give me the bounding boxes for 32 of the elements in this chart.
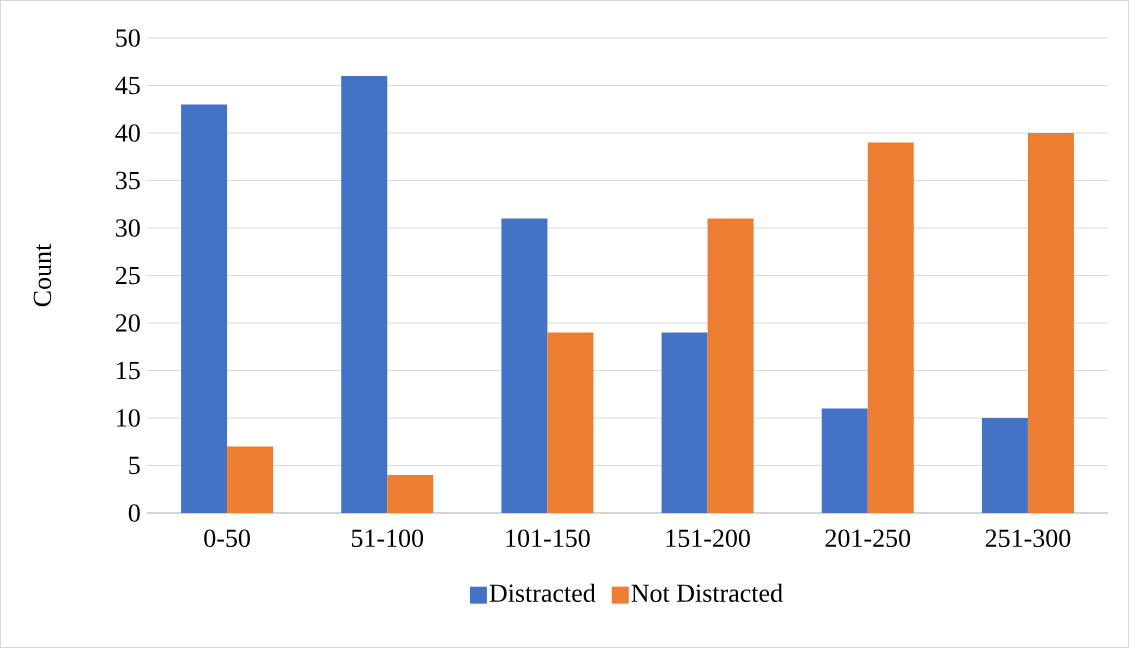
- bar: [501, 218, 548, 513]
- legend-label: Distracted: [489, 583, 596, 602]
- bar: [867, 142, 914, 513]
- bar: [387, 475, 434, 513]
- bar: [547, 332, 594, 513]
- y-tick-label: 20: [115, 314, 140, 332]
- x-tick-label: 51-100: [351, 529, 424, 548]
- y-tick-label: 5: [129, 456, 140, 475]
- bar: [1027, 133, 1074, 513]
- x-tick-label: 251-300: [985, 529, 1071, 548]
- bar: [981, 418, 1028, 513]
- y-tick-label: 40: [115, 124, 140, 142]
- y-tick-label: 10: [117, 409, 140, 427]
- bar: [227, 446, 274, 513]
- y-tick-label: 15: [117, 361, 140, 380]
- y-tick-label: 25: [115, 266, 140, 285]
- legend-label: Not Distracted: [631, 583, 783, 602]
- bar: [181, 104, 228, 513]
- bar: [821, 408, 868, 513]
- bar: [707, 218, 754, 513]
- y-tick-label: 35: [116, 171, 140, 190]
- x-tick-label: 151-200: [666, 529, 750, 548]
- y-tick-label: 50: [116, 29, 140, 47]
- y-tick-label: 0: [128, 504, 140, 522]
- x-tick-label: 201-250: [825, 529, 911, 548]
- y-tick-label: 45: [115, 76, 140, 95]
- bar: [661, 332, 708, 513]
- y-tick-label: 30: [116, 219, 140, 237]
- x-tick-label: 0-50: [204, 529, 250, 548]
- y-axis-title: Count: [33, 243, 52, 307]
- bar: [341, 75, 388, 513]
- x-tick-label: 101-150: [506, 529, 590, 548]
